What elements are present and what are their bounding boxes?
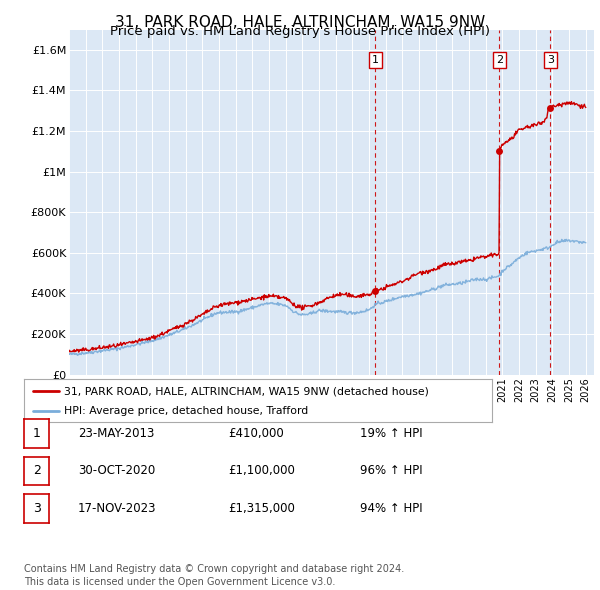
Text: 96% ↑ HPI: 96% ↑ HPI <box>360 464 422 477</box>
Text: Contains HM Land Registry data © Crown copyright and database right 2024.
This d: Contains HM Land Registry data © Crown c… <box>24 564 404 587</box>
Text: 30-OCT-2020: 30-OCT-2020 <box>78 464 155 477</box>
Text: 1: 1 <box>372 55 379 65</box>
Text: HPI: Average price, detached house, Trafford: HPI: Average price, detached house, Traf… <box>64 407 308 416</box>
Text: 19% ↑ HPI: 19% ↑ HPI <box>360 427 422 440</box>
Text: £410,000: £410,000 <box>228 427 284 440</box>
Text: £1,100,000: £1,100,000 <box>228 464 295 477</box>
Text: 1: 1 <box>32 427 41 440</box>
Text: 23-MAY-2013: 23-MAY-2013 <box>78 427 154 440</box>
Text: 3: 3 <box>32 502 41 515</box>
Text: 31, PARK ROAD, HALE, ALTRINCHAM, WA15 9NW (detached house): 31, PARK ROAD, HALE, ALTRINCHAM, WA15 9N… <box>64 386 428 396</box>
Text: Price paid vs. HM Land Registry's House Price Index (HPI): Price paid vs. HM Land Registry's House … <box>110 25 490 38</box>
Text: 3: 3 <box>547 55 554 65</box>
Text: 94% ↑ HPI: 94% ↑ HPI <box>360 502 422 515</box>
Text: 31, PARK ROAD, HALE, ALTRINCHAM, WA15 9NW: 31, PARK ROAD, HALE, ALTRINCHAM, WA15 9N… <box>115 15 485 30</box>
Text: 17-NOV-2023: 17-NOV-2023 <box>78 502 157 515</box>
Text: £1,315,000: £1,315,000 <box>228 502 295 515</box>
Text: 2: 2 <box>32 464 41 477</box>
Text: 2: 2 <box>496 55 503 65</box>
